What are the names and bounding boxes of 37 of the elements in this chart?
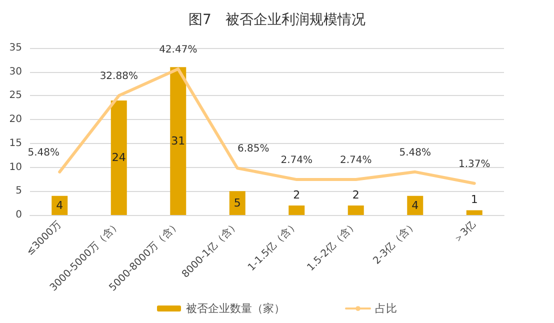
data-label: 1 [470,193,478,206]
bar [229,191,246,215]
y-tick-label: 35 [9,42,22,54]
x-tick-label: 2-3亿（含） [370,218,420,267]
y-tick-label: 30 [9,66,22,78]
data-label: 5.48% [399,147,432,158]
data-label: 6.85% [237,144,270,155]
data-label: 2 [293,188,300,202]
data-label: 1.37% [458,158,490,170]
bar [348,205,364,215]
data-label: 5.48% [28,147,60,158]
data-label: 2.74% [280,155,313,166]
bar [170,67,186,215]
data-label: 42.47% [159,44,198,56]
bar [110,100,127,215]
data-label: 4 [56,198,64,212]
data-label: 32.88% [100,71,138,82]
data-label: 31 [171,134,186,148]
bar [407,196,424,215]
y-tick-label: 25 [9,90,22,102]
legend-label: 被否企业数量（家） [186,302,285,315]
y-tick-label: 10 [9,162,22,173]
data-label: 5 [234,196,241,210]
x-tick-label: ＞3亿 [452,219,478,246]
y-tick-label: 5 [16,186,22,197]
data-label: 4 [412,198,419,212]
legend-label: 占比 [375,302,397,315]
bar [52,196,68,215]
data-label: 2.74% [340,155,372,166]
chart-title: 图7 被否企业利润规模情况 [188,12,366,28]
y-tick-label: 15 [9,138,22,149]
bar [466,210,482,215]
data-label: 24 [112,151,126,164]
data-label: 2 [352,188,360,202]
y-tick-label: 0 [16,210,22,220]
bar [288,205,305,215]
y-tick-label: 20 [9,114,22,126]
